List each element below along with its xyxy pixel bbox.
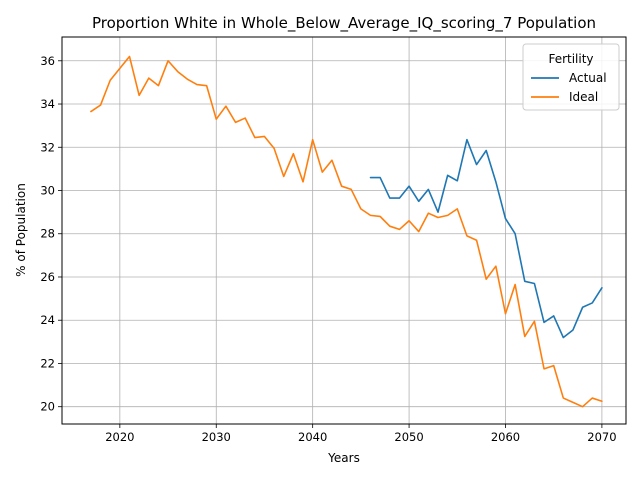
x-tick-label: 2030	[202, 430, 231, 444]
series-lines	[90, 55, 603, 408]
y-tick-label: 32	[40, 140, 55, 154]
x-tick-label: 2060	[491, 430, 520, 444]
x-tick-label: 2050	[394, 430, 423, 444]
grid	[62, 37, 626, 424]
axis-ticks: 2020 2030 2040 2050 2060 2070 20 22 24 26 28 30 32 34…	[40, 54, 616, 444]
legend-box	[522, 43, 620, 111]
y-tick-label: 22	[40, 356, 55, 370]
y-tick-label: 30	[40, 184, 55, 198]
x-tick-label: 2040	[298, 430, 327, 444]
y-tick-label: 28	[40, 227, 55, 241]
y-tick-label: 36	[40, 54, 55, 68]
chart-title: Proportion White in Whole_Below_Average_…	[92, 14, 596, 33]
legend: Fertility Actual Ideal	[522, 43, 620, 111]
y-tick-label: 24	[40, 313, 55, 327]
x-axis-label: Years	[327, 451, 360, 465]
x-tick-label: 2070	[587, 430, 616, 444]
series-line-ideal	[90, 55, 603, 408]
y-axis-label: % of Population	[14, 183, 28, 277]
plot-frame	[61, 36, 627, 425]
series-line-actual	[369, 138, 603, 339]
y-tick-label: 26	[40, 270, 55, 284]
legend-label-actual: Actual	[569, 71, 607, 85]
legend-label-ideal: Ideal	[569, 90, 598, 104]
y-tick-label: 34	[40, 97, 55, 111]
x-tick-label: 2020	[105, 430, 134, 444]
legend-title: Fertility	[548, 52, 593, 66]
y-tick-label: 20	[40, 400, 55, 414]
